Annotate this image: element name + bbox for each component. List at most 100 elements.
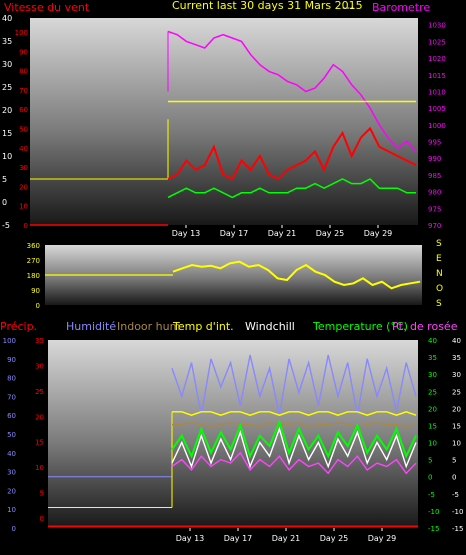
humidity-y-tick: 90 — [7, 356, 16, 364]
direction-y-tick: 180 — [27, 272, 40, 280]
temp-y-tick-2: 0 — [452, 474, 456, 482]
legend-windchill: Windchill — [245, 320, 295, 333]
legend-dewpoint: Pt. de rosée — [392, 320, 458, 333]
temp-y-tick-2: 5 — [452, 457, 456, 465]
baro-y-tick: 970 — [428, 222, 441, 230]
baro-y-tick: 1030 — [428, 22, 446, 30]
series-avg_wind — [167, 178, 416, 199]
temp-y-tick-2: 10 — [452, 440, 461, 448]
humidity-y-tick: 60 — [7, 412, 16, 420]
wind-y-inner-tick: 70 — [19, 87, 28, 95]
direction-letter: S — [436, 239, 442, 249]
temp-y-tick: -5 — [428, 491, 435, 499]
temp-y-tick-2: 20 — [452, 405, 461, 413]
baro-y-tick: 985 — [428, 172, 441, 180]
direction-letter: N — [436, 269, 443, 279]
precip-y-tick: 25 — [35, 388, 44, 396]
temp-y-tick: 20 — [428, 405, 437, 413]
humidity-y-tick: 10 — [7, 506, 16, 514]
temp-y-tick-2: 35 — [452, 354, 461, 362]
series-indoor_hum — [172, 421, 417, 428]
legend-indoor-hum: Indoor hum — [117, 320, 180, 333]
temp-y-tick-2: -5 — [452, 491, 459, 499]
series-temperature — [171, 419, 417, 459]
wind-y-tick: 15 — [2, 129, 12, 138]
series-direction — [172, 260, 421, 290]
baro-y-tick: 1000 — [428, 122, 446, 130]
direction-y-tick: 360 — [27, 242, 40, 250]
series-dewpoint — [171, 451, 417, 475]
wind-y-tick: 5 — [2, 175, 7, 184]
series-indoor_temp — [172, 411, 417, 416]
chart-title: Current last 30 days 31 Mars 2015 — [172, 0, 363, 12]
temp-y-tick: -15 — [428, 525, 439, 533]
humidity-y-tick: 0 — [12, 525, 16, 533]
wind-y-inner-tick: 30 — [19, 164, 28, 172]
wind-panel-bg — [30, 18, 418, 225]
wind-y-tick: 40 — [2, 14, 12, 23]
humidity-y-tick: 30 — [7, 469, 16, 477]
direction-letter: E — [436, 254, 442, 264]
series-gust — [167, 126, 417, 181]
precip-y-tick: 0 — [40, 515, 44, 523]
precip-y-tick: 35 — [35, 337, 44, 345]
legend-indoor-temp: Temp d'int. — [172, 320, 234, 333]
temp-x-tick: Day 25 — [320, 534, 349, 543]
temp-x-tick: Day 29 — [368, 534, 397, 543]
humidity-y-tick: 70 — [7, 393, 16, 401]
wind-y-inner-tick: 90 — [19, 48, 28, 56]
wind-y-inner-tick: 20 — [19, 183, 28, 191]
series-baro — [167, 30, 417, 153]
wind-x-tick: Day 13 — [172, 229, 201, 238]
wind-x-tick: Day 25 — [316, 229, 345, 238]
wind-y-tick: 25 — [2, 83, 12, 92]
baro-y-tick: 1010 — [428, 88, 446, 96]
temp-y-tick-2: -15 — [452, 525, 463, 533]
temp-y-tick: 40 — [428, 337, 437, 345]
temp-x-tick: Day 13 — [176, 534, 205, 543]
legend-humidity: Humidité — [66, 320, 116, 333]
humidity-y-tick: 80 — [7, 375, 16, 383]
legend-precip: Précip. — [0, 320, 37, 333]
temperature-panel-bg — [48, 340, 418, 528]
direction-y-tick: 90 — [31, 287, 40, 295]
humidity-y-tick: 20 — [7, 487, 16, 495]
barometer-label: Barometre — [372, 1, 430, 14]
precip-y-tick: 5 — [40, 490, 44, 498]
wind-x-tick: Day 21 — [268, 229, 297, 238]
direction-letter: S — [436, 299, 442, 309]
wind-y-inner-tick: 60 — [19, 106, 28, 114]
series-humidity — [171, 354, 417, 416]
humidity-y-tick: 40 — [7, 450, 16, 458]
temp-y-tick: 10 — [428, 440, 437, 448]
temp-x-tick: Day 17 — [224, 534, 253, 543]
temp-y-tick-2: 30 — [452, 371, 461, 379]
wind-y-tick: 35 — [2, 37, 12, 46]
baro-y-tick: 980 — [428, 189, 441, 197]
temp-y-tick: 5 — [428, 457, 432, 465]
wind-y-inner-tick: 10 — [19, 203, 28, 211]
wind-y-tick: 30 — [2, 60, 12, 69]
temp-y-tick-2: -10 — [452, 508, 463, 516]
direction-y-tick: 0 — [36, 302, 40, 310]
wind-y-tick: -5 — [2, 221, 10, 230]
direction-letter: O — [436, 284, 443, 294]
series-windchill — [171, 426, 417, 469]
temp-y-tick-2: 40 — [452, 337, 461, 345]
wind-y-inner-tick: 0 — [24, 222, 28, 230]
baro-y-tick: 1015 — [428, 72, 446, 80]
temp-y-tick-2: 15 — [452, 422, 461, 430]
baro-y-tick: 990 — [428, 155, 441, 163]
precip-y-tick: 15 — [35, 439, 44, 447]
humidity-y-tick: 50 — [7, 431, 16, 439]
temp-x-tick: Day 21 — [272, 534, 301, 543]
wind-y-inner-tick: 80 — [19, 68, 28, 76]
wind-label: Vitesse du vent — [4, 1, 90, 14]
temp-y-tick: 15 — [428, 422, 437, 430]
wind-x-tick: Day 29 — [364, 229, 393, 238]
wind-y-tick: 0 — [2, 198, 7, 207]
direction-y-tick: 270 — [27, 257, 40, 265]
wind-y-tick: 10 — [2, 152, 12, 161]
